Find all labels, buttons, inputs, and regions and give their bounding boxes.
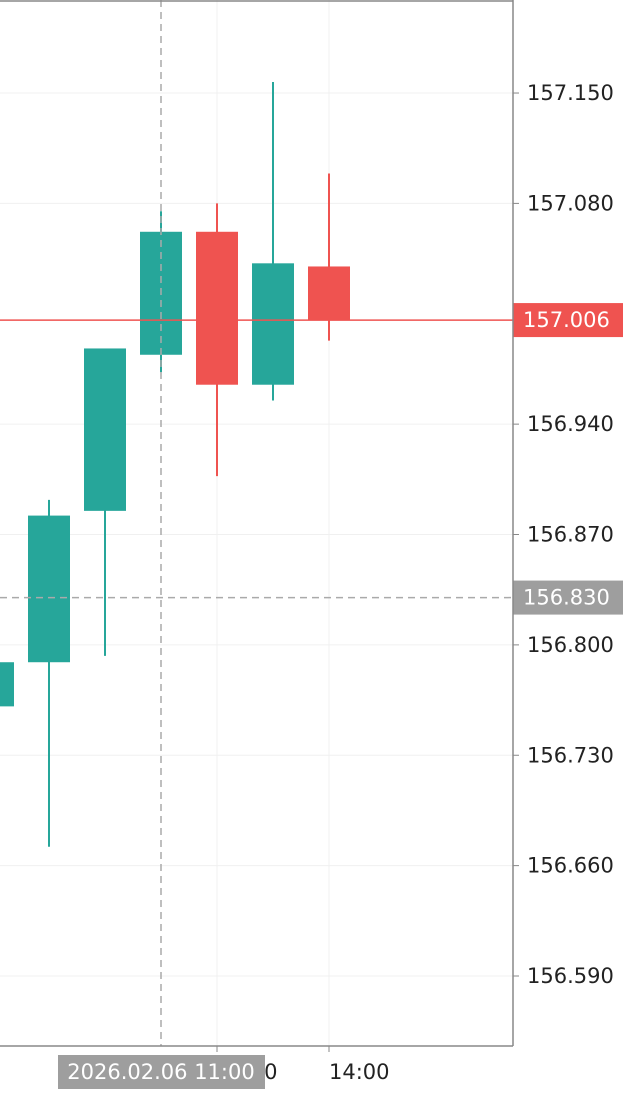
x-tick-label: 14:00 <box>329 1060 390 1084</box>
y-tick-label: 156.800 <box>527 633 614 657</box>
candle-body <box>28 515 70 663</box>
candle-body <box>84 348 126 511</box>
y-tick-label: 156.870 <box>527 523 614 547</box>
crosshair-x-box <box>58 1055 265 1089</box>
y-tick-label: 156.660 <box>527 854 614 878</box>
candle-body <box>0 662 14 707</box>
y-tick-label: 157.150 <box>527 81 614 105</box>
y-tick-label: 156.590 <box>527 964 614 988</box>
crosshair-y-box <box>513 580 623 615</box>
y-tick-label: 156.940 <box>527 412 614 436</box>
candle-body <box>252 263 294 385</box>
y-tick-label: 156.730 <box>527 743 614 767</box>
candle-body <box>308 266 350 321</box>
crosshair-y-label: 156.830 <box>523 586 610 610</box>
crosshair-x-label: 2026.02.06 11:00 <box>67 1060 254 1084</box>
y-tick-label: 157.080 <box>527 191 614 215</box>
candle-body <box>196 231 238 385</box>
last-price-label: 157.006 <box>523 308 610 332</box>
last-price-box <box>513 303 623 338</box>
